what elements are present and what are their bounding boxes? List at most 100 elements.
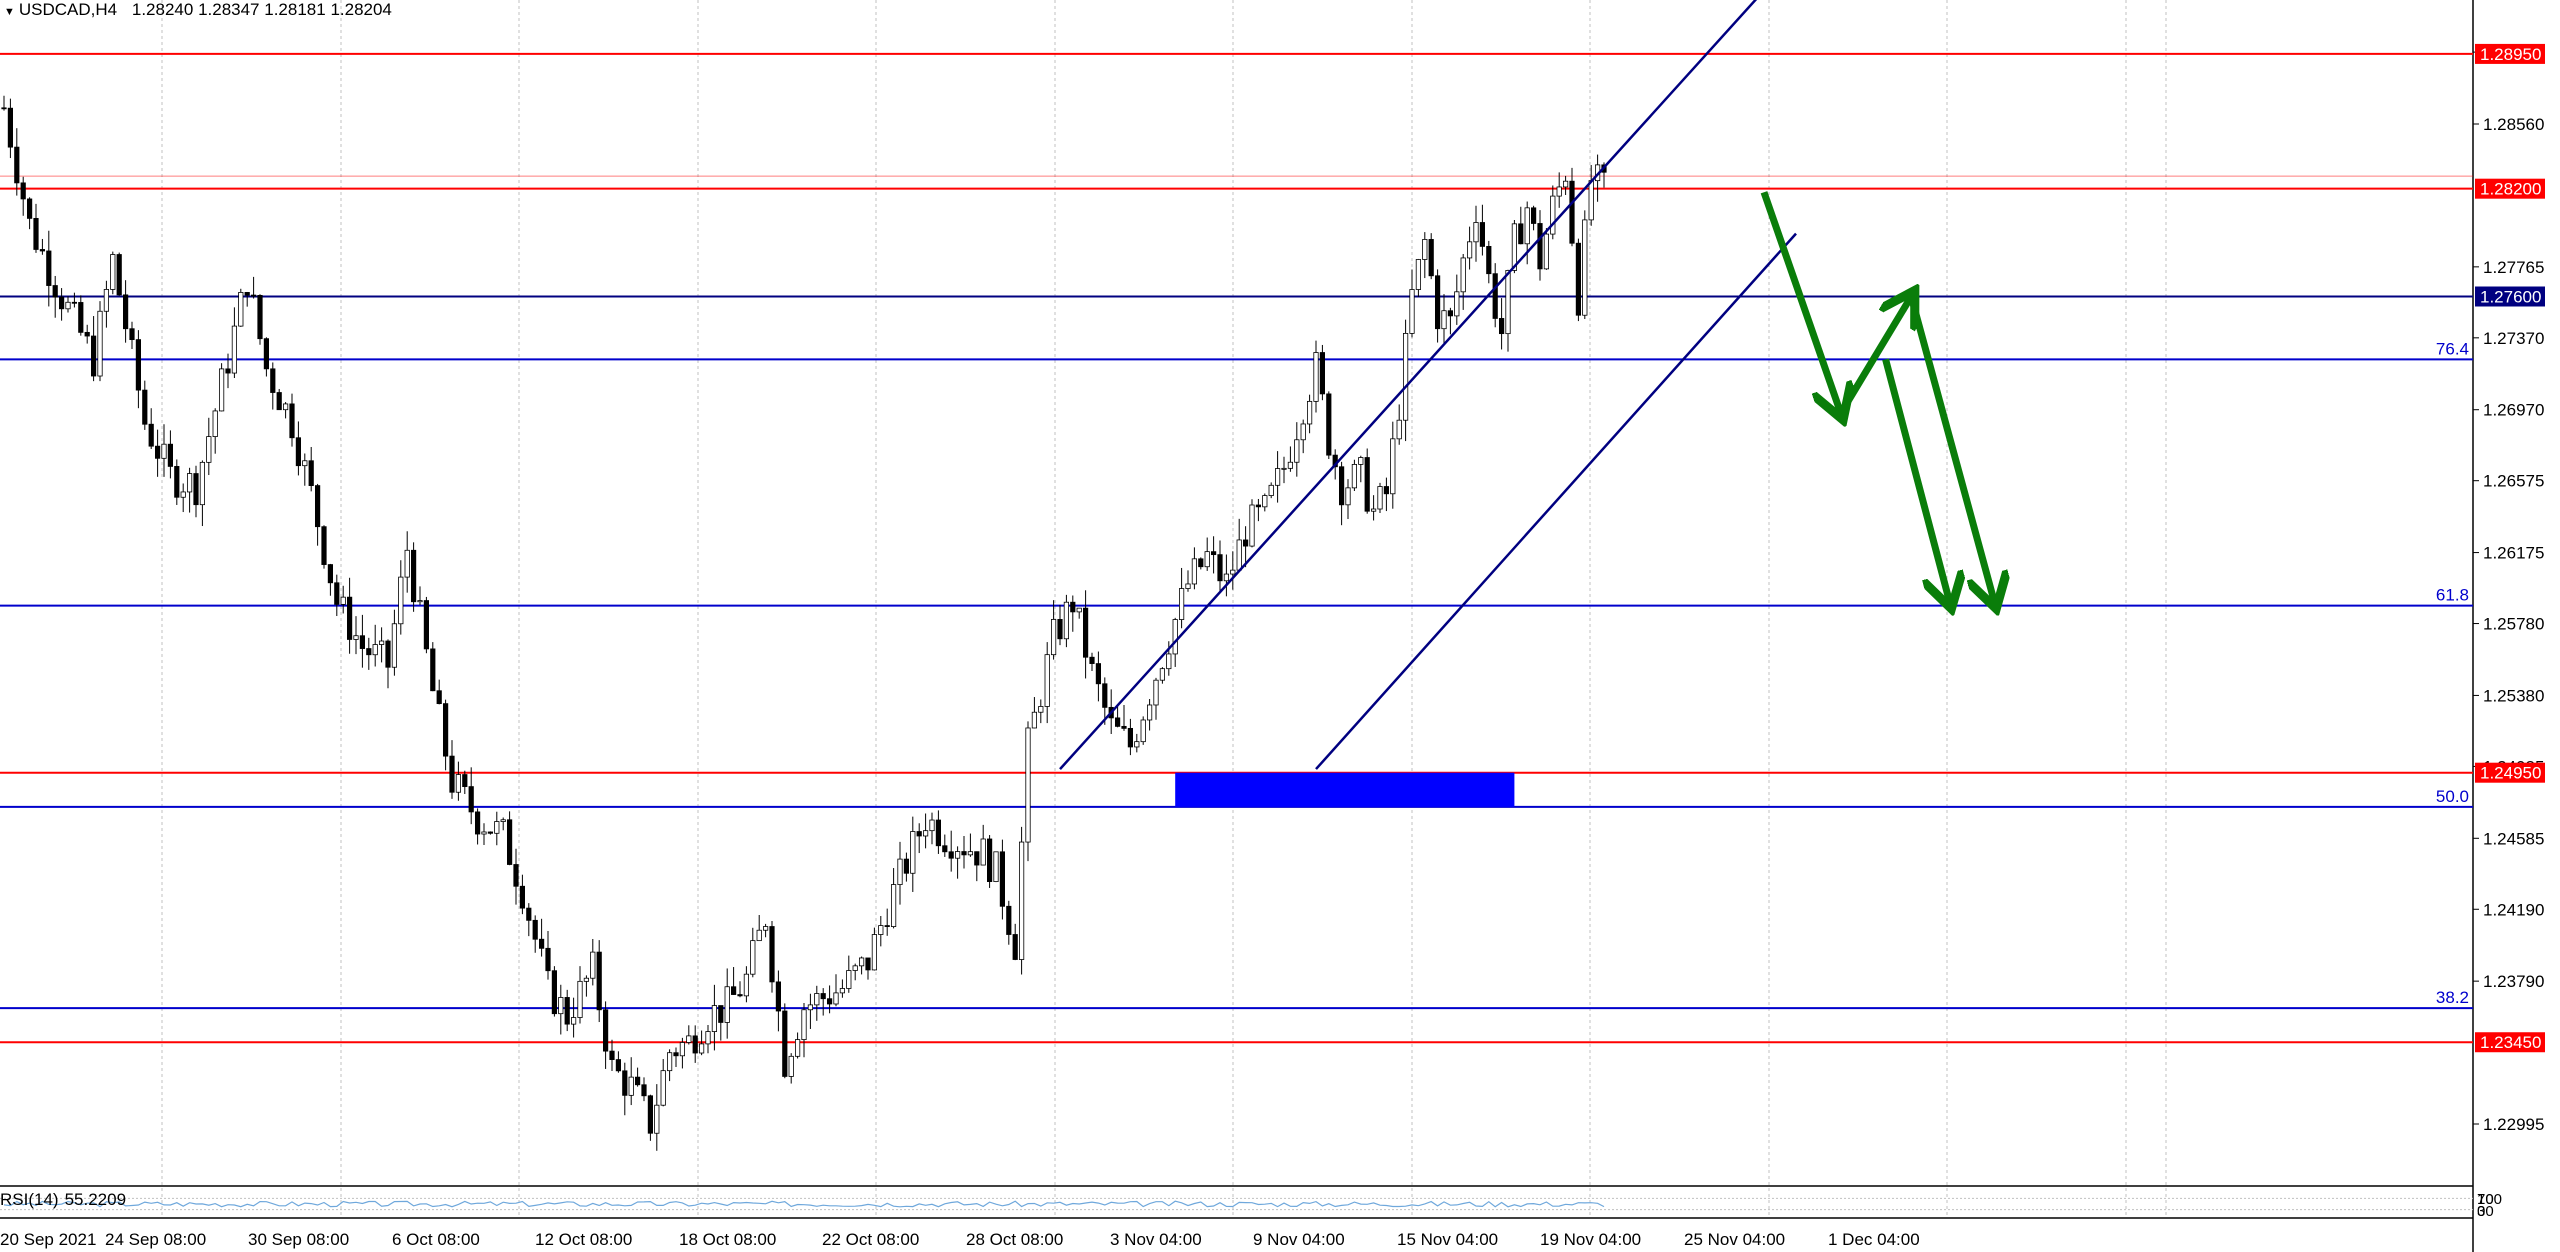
candle-body [180,491,186,498]
candle-body [1409,289,1415,334]
candle-body [788,1055,794,1077]
ohlc-low: 1.28181 [264,0,326,19]
candle-body [474,811,481,835]
rsi-label: RSI(14) 55.2209 [0,1190,126,1210]
chart-header: ▼ USDCAD,H4 1.28240 1.28347 1.28181 1.282… [4,0,392,20]
candle-body [795,1039,801,1057]
level-price-label: 1.28950 [2480,45,2541,64]
candle-body [942,845,948,853]
candle-body [641,1084,647,1097]
candle-body [314,485,321,528]
candle-body [692,1035,698,1054]
dropdown-triangle-icon[interactable]: ▼ [4,6,15,18]
candle-body [39,249,46,252]
candle-body [1185,583,1191,589]
candle-body [1326,393,1332,456]
candle-body [1147,704,1153,721]
candle-body [859,957,865,967]
symbol-label: USDCAD,H4 [18,0,118,19]
candle-body [1473,222,1479,243]
price-label-box [2475,1032,2545,1053]
y-tick-label: 1.27370 [2483,329,2544,348]
candle-body [506,819,513,865]
forecast-arrow [1907,295,1994,602]
candle-body [1057,619,1063,640]
candle-body [436,690,442,705]
candle-body [199,461,205,506]
candle-body [1569,180,1575,244]
x-tick-label: 28 Oct 08:00 [966,1230,1063,1249]
candle-body [449,755,455,793]
candle-body [980,838,986,866]
candle-body [59,296,65,310]
candle-body [244,292,250,296]
level-price-label: 1.28200 [2480,180,2541,199]
candle-body [378,640,385,645]
candle-body [481,831,487,835]
candle-body [52,285,58,298]
candle-body [583,977,590,982]
candle-body [724,986,730,1023]
candle-body [769,926,775,983]
candle-body [910,831,916,874]
candle-body [353,635,359,640]
rsi-scale-label: 0 [2477,1203,2485,1220]
candle-body [1281,467,1287,470]
candle-body [1051,619,1057,656]
candle-body [967,851,974,856]
ohlc-high: 1.28347 [198,0,260,19]
rsi-name: RSI(14) [0,1190,59,1209]
candle-body [167,443,173,467]
candle-body [846,970,852,989]
candle-body [731,986,737,995]
candle-body [1383,486,1389,495]
candle-body [526,907,532,921]
candle-body [1479,222,1485,247]
candle-body [775,981,782,1012]
level-price-label: 1.24950 [2480,764,2541,783]
candle-body [807,1004,814,1011]
candle-body [1166,653,1172,670]
candle-body [1102,683,1108,708]
candle-body [743,973,750,997]
y-tick-label: 1.26175 [2483,544,2544,563]
x-tick-label: 20 Sep 2021 [0,1230,96,1249]
candle-body [782,1010,788,1077]
candle-body [26,198,33,219]
candle-body [1115,717,1121,727]
candle-body [1191,558,1197,585]
candle-body [1575,242,1581,316]
candle-body [321,526,327,565]
x-tick-label: 12 Oct 08:00 [535,1230,632,1249]
forecast-arrow [1882,358,1950,602]
candle-body [1300,423,1306,441]
candle-body [430,648,436,692]
candle-body [1396,419,1402,440]
channel-lower-line [1315,232,1797,770]
candle-body [238,292,244,327]
candle-body [1364,457,1370,512]
candle-body [1198,558,1204,568]
candle-body [103,289,109,312]
candle-body [1345,487,1351,506]
candle-body [295,437,302,467]
price-label-box [2475,178,2545,199]
candle-body [865,957,871,971]
candle-body [539,938,545,949]
candle-body [257,295,263,340]
candle-body [1428,239,1434,277]
x-tick-label: 1 Dec 04:00 [1828,1230,1920,1249]
candle-body [1089,656,1095,664]
candle-body [1063,601,1069,640]
x-tick-label: 22 Oct 08:00 [822,1230,919,1249]
candle-body [398,576,404,625]
candle-body [1262,495,1268,508]
candle-body [603,1009,609,1052]
candle-body [891,884,897,927]
candle-body [999,851,1006,907]
candle-body [186,473,193,493]
fib-ratio-label: 38.2 [2436,988,2469,1007]
x-tick-label: 19 Nov 04:00 [1540,1230,1641,1249]
candle-body [827,998,833,1005]
